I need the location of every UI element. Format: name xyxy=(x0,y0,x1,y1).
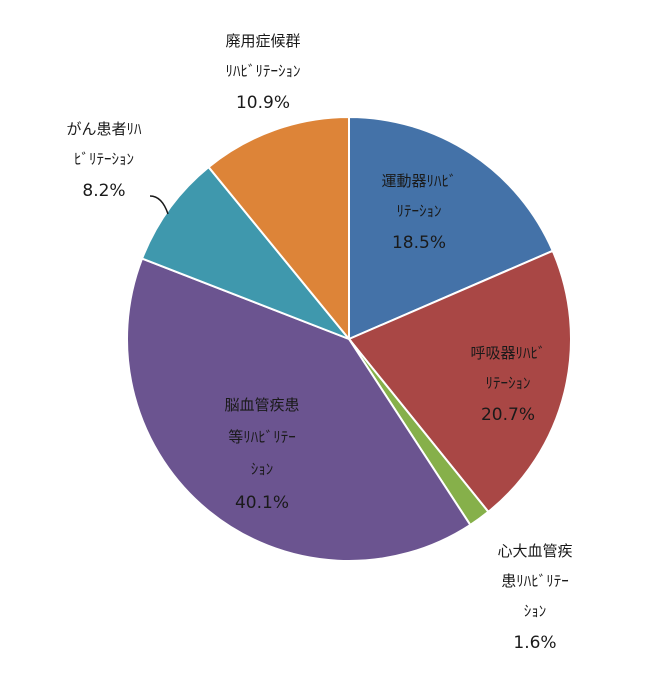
slice-label-line: 等ﾘﾊﾋﾞﾘﾃｰ xyxy=(228,428,296,446)
slice-label-line: ｼｮﾝ xyxy=(524,602,547,620)
slice-percent-label: 10.9% xyxy=(236,93,290,113)
slice-label-line: ﾘﾊﾋﾞﾘﾃｰｼｮﾝ xyxy=(225,62,300,80)
leader-line xyxy=(149,195,169,215)
pie-slice-3 xyxy=(126,257,472,562)
pie-slice-4 xyxy=(140,165,353,342)
pie-slice-0 xyxy=(348,115,555,341)
slice-percent-label: 18.5% xyxy=(392,233,446,253)
slice-label-line: 運動器ﾘﾊﾋﾞ xyxy=(381,172,456,190)
slice-percent-label: 40.1% xyxy=(235,493,289,513)
slice-label-5: 廃用症候群 ﾘﾊﾋﾞﾘﾃｰｼｮﾝ 10.9% xyxy=(225,32,300,113)
slice-label-line: ﾘﾃｰｼｮﾝ xyxy=(396,202,441,220)
slice-label-line: 心大血管疾 xyxy=(497,542,572,560)
pie-slice-1 xyxy=(347,249,572,514)
slice-label-line: がん患者ﾘﾊ xyxy=(66,120,142,138)
slice-label-line: 呼吸器ﾘﾊﾋﾞ xyxy=(470,344,545,362)
pie-slice-5 xyxy=(207,115,350,342)
slice-percent-label: 1.6% xyxy=(513,633,556,653)
slice-label-line: 脳血管疾患 xyxy=(224,396,299,414)
slice-label-line: 廃用症候群 xyxy=(225,32,300,50)
slice-label-4: がん患者ﾘﾊ ﾋﾞﾘﾃｰｼｮﾝ 8.2% xyxy=(66,120,142,201)
slice-label-0: 運動器ﾘﾊﾋﾞ ﾘﾃｰｼｮﾝ 18.5% xyxy=(381,172,456,253)
slice-label-line: ｼｮﾝ xyxy=(251,460,274,478)
slice-percent-label: 20.7% xyxy=(481,405,535,425)
slice-label-line: ﾋﾞﾘﾃｰｼｮﾝ xyxy=(74,150,134,168)
slice-label-line: 患ﾘﾊﾋﾞﾘﾃｰ xyxy=(501,572,569,590)
slice-label-1: 呼吸器ﾘﾊﾋﾞ ﾘﾃｰｼｮﾝ 20.7% xyxy=(470,344,545,425)
slice-percent-label: 8.2% xyxy=(82,181,125,201)
slice-label-line: ﾘﾃｰｼｮﾝ xyxy=(485,374,530,392)
